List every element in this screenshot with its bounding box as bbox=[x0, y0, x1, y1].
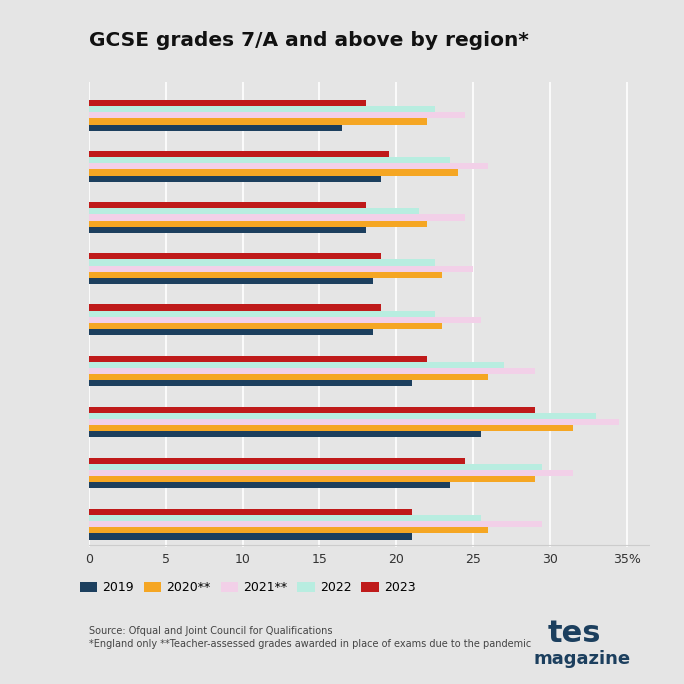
Bar bbox=[89, 221, 427, 226]
Bar bbox=[89, 368, 535, 374]
Bar bbox=[89, 509, 412, 515]
Bar bbox=[89, 380, 412, 386]
Bar bbox=[89, 278, 373, 284]
Bar bbox=[89, 317, 481, 323]
Bar bbox=[89, 407, 535, 412]
Bar bbox=[89, 431, 481, 437]
Bar bbox=[89, 311, 434, 317]
Text: Source: Ofqual and Joint Council for Qualifications
*England only **Teacher-asse: Source: Ofqual and Joint Council for Qua… bbox=[89, 626, 531, 649]
Bar bbox=[89, 176, 381, 182]
Bar bbox=[89, 425, 573, 431]
Bar bbox=[89, 419, 619, 425]
Bar bbox=[89, 112, 465, 118]
Bar bbox=[89, 470, 573, 476]
Bar bbox=[89, 304, 381, 311]
Bar bbox=[89, 534, 412, 540]
Bar bbox=[89, 272, 443, 278]
Bar bbox=[89, 362, 504, 368]
Bar bbox=[89, 374, 488, 380]
Bar bbox=[89, 106, 434, 112]
Bar bbox=[89, 323, 443, 329]
Bar bbox=[89, 170, 458, 176]
Bar bbox=[89, 259, 434, 265]
Bar bbox=[89, 118, 427, 124]
Bar bbox=[89, 464, 542, 470]
Bar bbox=[89, 157, 450, 163]
Bar bbox=[89, 412, 596, 419]
Text: GCSE grades 7/A and above by region*: GCSE grades 7/A and above by region* bbox=[89, 31, 529, 50]
Bar bbox=[89, 215, 465, 221]
Bar bbox=[89, 356, 427, 362]
Text: magazine: magazine bbox=[534, 650, 631, 668]
Bar bbox=[89, 151, 389, 157]
Text: tes: tes bbox=[547, 619, 601, 648]
Bar bbox=[89, 476, 535, 482]
Bar bbox=[89, 265, 473, 272]
Bar bbox=[89, 515, 481, 521]
Bar bbox=[89, 100, 365, 106]
Bar bbox=[89, 482, 450, 488]
Bar bbox=[89, 253, 381, 259]
Bar bbox=[89, 163, 488, 170]
Bar bbox=[89, 202, 365, 209]
Bar bbox=[89, 521, 542, 527]
Bar bbox=[89, 527, 488, 534]
Bar bbox=[89, 124, 343, 131]
Bar bbox=[89, 458, 465, 464]
Bar bbox=[89, 226, 365, 233]
Bar bbox=[89, 209, 419, 215]
Bar bbox=[89, 329, 373, 335]
Legend: 2019, 2020**, 2021**, 2022, 2023: 2019, 2020**, 2021**, 2022, 2023 bbox=[75, 576, 421, 599]
